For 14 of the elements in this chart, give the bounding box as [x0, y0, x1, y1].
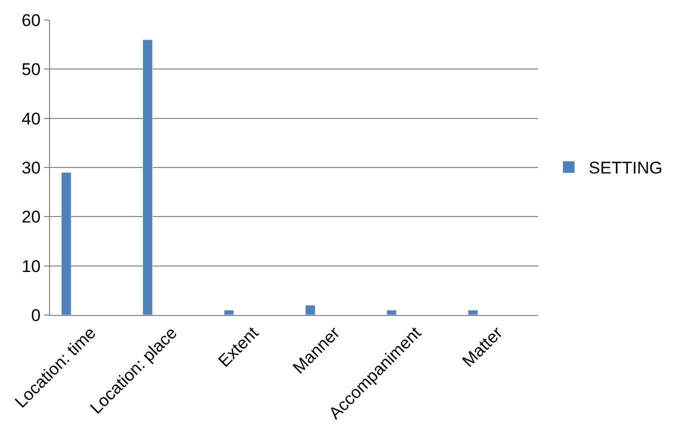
y-tick-label: 10	[22, 256, 41, 276]
bar	[468, 310, 478, 315]
y-tick-label: 40	[22, 109, 41, 128]
y-tick-label: 50	[22, 60, 41, 80]
y-tick-label: 20	[22, 208, 41, 227]
bar	[224, 310, 234, 315]
legend-label: SETTING	[588, 158, 662, 178]
y-tick-label: 30	[22, 158, 41, 178]
bar	[142, 39, 153, 315]
bar	[305, 304, 316, 315]
y-tick-label: 0	[31, 306, 41, 325]
bar	[61, 172, 72, 315]
bar	[386, 310, 397, 315]
y-tick-label: 60	[22, 10, 41, 30]
